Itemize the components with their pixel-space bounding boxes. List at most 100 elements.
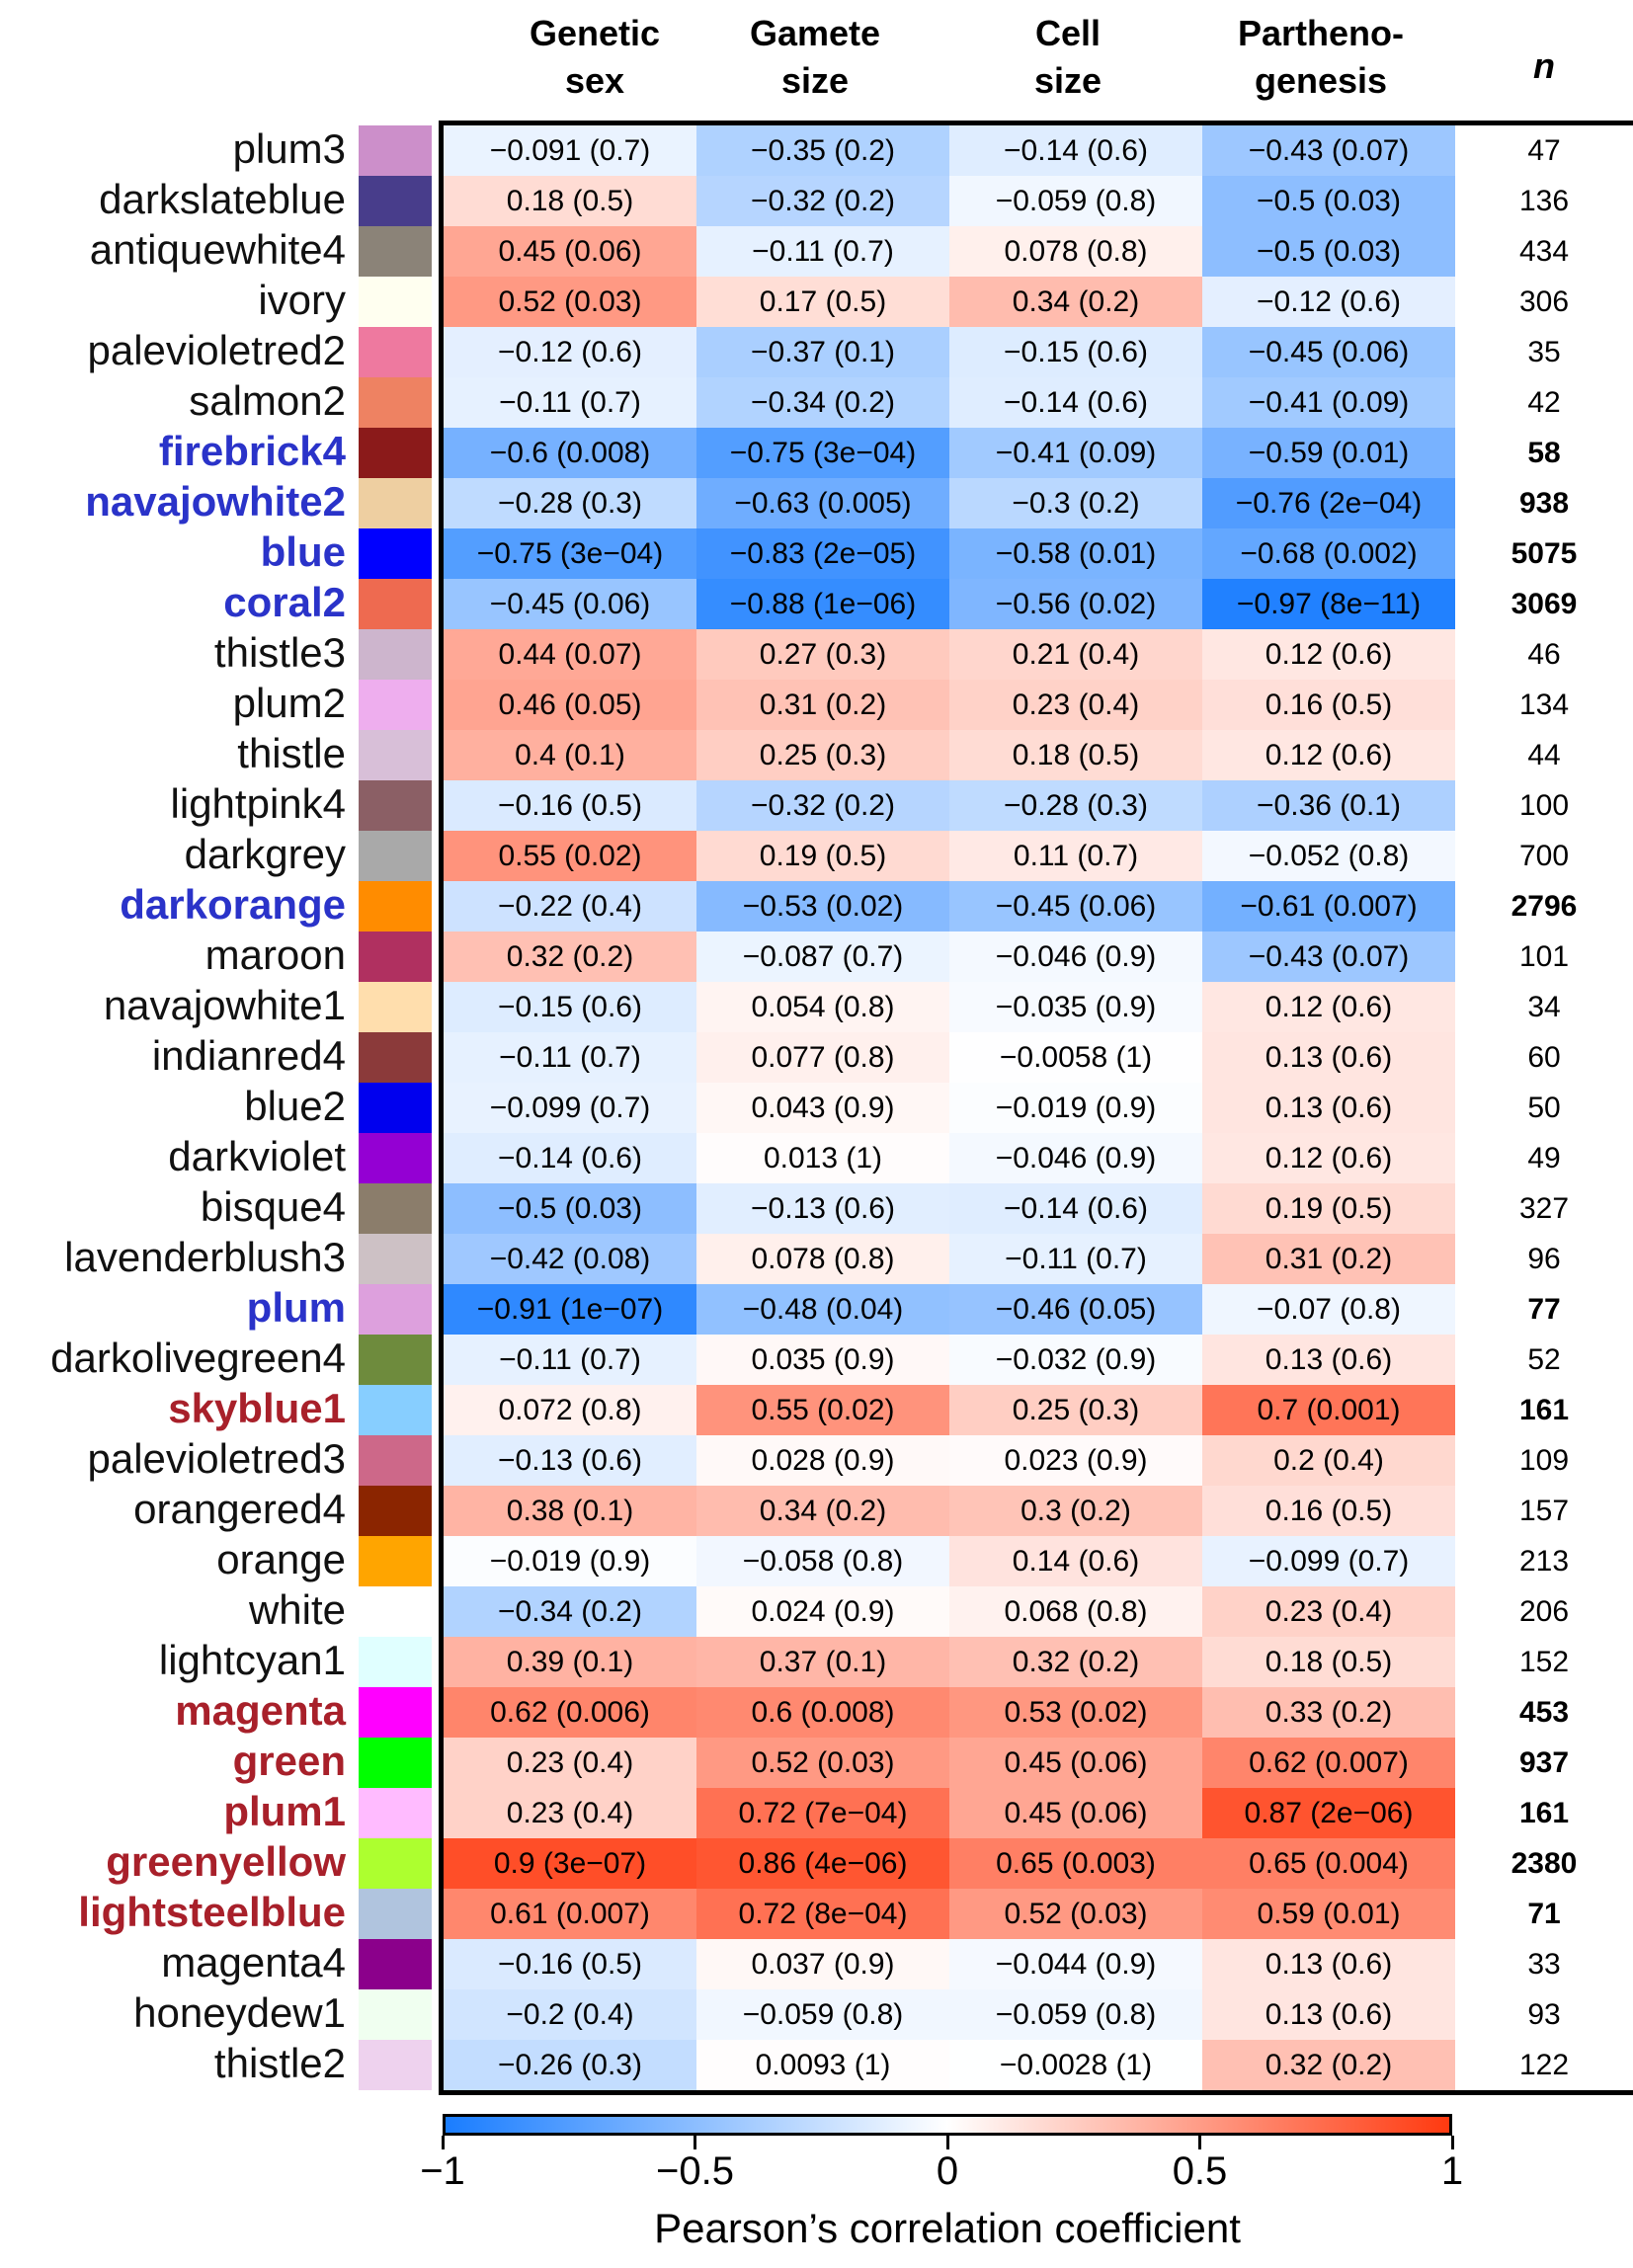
heatmap-cell: 0.27 (0.3) <box>696 629 949 680</box>
module-color-swatch <box>359 226 432 277</box>
row-label: antiquewhite4 <box>89 226 346 273</box>
heatmap-cell: −0.019 (0.9) <box>444 1536 696 1586</box>
module-color-swatch <box>359 176 432 226</box>
heatmap-cell: −0.28 (0.3) <box>949 780 1202 831</box>
module-size-cell: 34 <box>1527 991 1561 1023</box>
colorbar-tick <box>1198 2136 1201 2149</box>
heatmap-cell: −0.5 (0.03) <box>444 1183 696 1234</box>
heatmap-cell: 0.61 (0.007) <box>444 1889 696 1939</box>
row-label: darkslateblue <box>99 176 346 222</box>
heatmap-cell: 0.12 (0.6) <box>1202 982 1455 1032</box>
module-color-swatch <box>359 1738 432 1788</box>
module-size-cell: 937 <box>1518 1746 1570 1779</box>
heatmap-cell: 0.054 (0.8) <box>696 982 949 1032</box>
column-header: Gamete size <box>689 10 941 105</box>
heatmap-cell: 0.12 (0.6) <box>1202 629 1455 680</box>
module-color-swatch <box>359 277 432 327</box>
column-header-line1: Gamete <box>749 13 881 53</box>
heatmap-cell: 0.55 (0.02) <box>696 1385 949 1435</box>
module-size-cell: 46 <box>1527 638 1561 671</box>
column-header-line1: Cell <box>1034 13 1102 53</box>
module-size-cell: 161 <box>1518 1394 1570 1426</box>
heatmap-cell: −0.046 (0.9) <box>949 1133 1202 1183</box>
heatmap-cell: −0.42 (0.08) <box>444 1234 696 1284</box>
heatmap-cell: −0.14 (0.6) <box>949 1183 1202 1234</box>
heatmap-cell: −0.34 (0.2) <box>696 377 949 428</box>
row-label: thistle2 <box>213 2040 346 2086</box>
module-size-cell: 50 <box>1527 1092 1561 1124</box>
heatmap-cell: 0.37 (0.1) <box>696 1637 949 1687</box>
row-label: thistle3 <box>213 629 346 676</box>
module-size-cell: 71 <box>1527 1898 1561 1930</box>
module-color-swatch <box>359 1536 432 1586</box>
heatmap-cell: 0.13 (0.6) <box>1202 1083 1455 1133</box>
row-label: blue2 <box>244 1083 346 1129</box>
row-label: darkviolet <box>168 1133 346 1179</box>
module-color-swatch <box>359 730 432 780</box>
heatmap-cell: −0.2 (0.4) <box>444 1989 696 2040</box>
module-size-cell: 122 <box>1518 2049 1570 2081</box>
heatmap-cell: 0.31 (0.2) <box>1202 1234 1455 1284</box>
row-label: firebrick4 <box>158 428 346 474</box>
heatmap-cell: −0.087 (0.7) <box>696 932 949 982</box>
heatmap-cell: −0.48 (0.04) <box>696 1284 949 1335</box>
colorbar-tick-label: −0.5 <box>656 2149 734 2193</box>
module-color-swatch <box>359 1889 432 1939</box>
row-label: white <box>248 1586 346 1633</box>
heatmap-cell: −0.26 (0.3) <box>444 2040 696 2090</box>
module-size-cell: 700 <box>1518 840 1570 872</box>
heatmap-cell: 0.7 (0.001) <box>1202 1385 1455 1435</box>
heatmap-cell: 0.068 (0.8) <box>949 1586 1202 1637</box>
heatmap-cell: 0.11 (0.7) <box>949 831 1202 881</box>
heatmap-cell: −0.56 (0.02) <box>949 579 1202 629</box>
row-label: ivory <box>258 277 346 323</box>
heatmap-cell: 0.4 (0.1) <box>444 730 696 780</box>
column-header-line2: sex <box>564 60 625 101</box>
heatmap-cell: −0.88 (1e−06) <box>696 579 949 629</box>
module-size-cell: 134 <box>1518 688 1570 721</box>
module-size-cell: 52 <box>1527 1343 1561 1376</box>
module-size-cell: 33 <box>1527 1948 1561 1981</box>
heatmap-cell: −0.019 (0.9) <box>949 1083 1202 1133</box>
heatmap-cell: −0.0028 (1) <box>949 2040 1202 2090</box>
heatmap-cell: −0.11 (0.7) <box>444 1032 696 1083</box>
heatmap-cell: −0.14 (0.6) <box>444 1133 696 1183</box>
colorbar-tick <box>694 2136 696 2149</box>
module-size-cell: 136 <box>1518 185 1570 217</box>
heatmap-cell: −0.058 (0.8) <box>696 1536 949 1586</box>
heatmap-cell: −0.45 (0.06) <box>444 579 696 629</box>
row-label: blue <box>260 528 346 575</box>
row-label: navajowhite2 <box>85 478 346 525</box>
heatmap-cell: 0.23 (0.4) <box>444 1738 696 1788</box>
row-label: salmon2 <box>189 377 346 424</box>
heatmap-cell: 0.39 (0.1) <box>444 1637 696 1687</box>
column-header: Partheno- genesis <box>1194 10 1447 105</box>
module-size-cell: 327 <box>1518 1192 1570 1225</box>
heatmap-cell: −0.14 (0.6) <box>949 125 1202 176</box>
module-color-swatch <box>359 1586 432 1637</box>
heatmap-cell: −0.53 (0.02) <box>696 881 949 932</box>
row-label: orangered4 <box>133 1486 346 1532</box>
row-label: plum <box>246 1284 346 1331</box>
heatmap-cell: 0.023 (0.9) <box>949 1435 1202 1486</box>
module-size-cell: 47 <box>1527 134 1561 167</box>
heatmap-cell: −0.13 (0.6) <box>696 1183 949 1234</box>
heatmap-cell: −0.0058 (1) <box>949 1032 1202 1083</box>
heatmap-cell: −0.76 (2e−04) <box>1202 478 1455 528</box>
colorbar-title: Pearson’s correlation coefficient <box>654 2205 1241 2251</box>
heatmap-cell: 0.037 (0.9) <box>696 1939 949 1989</box>
heatmap-cell: −0.28 (0.3) <box>444 478 696 528</box>
heatmap-cell: −0.11 (0.7) <box>949 1234 1202 1284</box>
heatmap-cell: −0.16 (0.5) <box>444 780 696 831</box>
module-color-swatch <box>359 629 432 680</box>
heatmap-cell: −0.13 (0.6) <box>444 1435 696 1486</box>
heatmap-cell: −0.41 (0.09) <box>1202 377 1455 428</box>
heatmap-cell: 0.86 (4e−06) <box>696 1838 949 1889</box>
heatmap-cell: 0.13 (0.6) <box>1202 1989 1455 2040</box>
column-header: Genetic sex <box>468 10 721 105</box>
module-color-swatch <box>359 932 432 982</box>
module-color-swatch <box>359 1133 432 1183</box>
row-label: plum3 <box>232 125 346 172</box>
heatmap-cell: 0.59 (0.01) <box>1202 1889 1455 1939</box>
heatmap-cell: 0.19 (0.5) <box>696 831 949 881</box>
